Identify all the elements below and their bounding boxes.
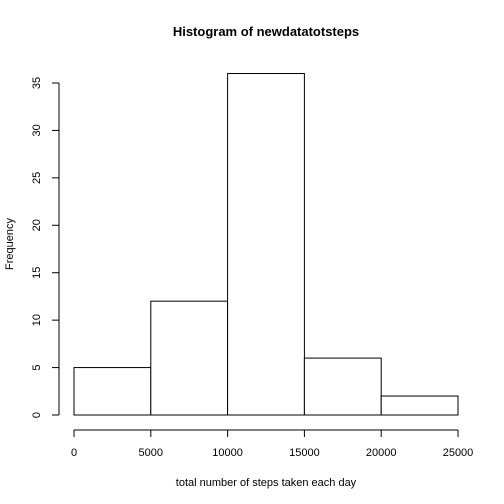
y-tick-label-4: 20	[31, 219, 43, 231]
x-axis-label: total number of steps taken each day	[176, 477, 357, 489]
x-tick-label-1: 5000	[139, 447, 163, 459]
y-axis-label: Frequency	[4, 218, 16, 270]
x-tick-label-3: 15000	[289, 447, 320, 459]
x-tick-label-2: 10000	[212, 447, 243, 459]
chart-title: Histogram of newdatatotsteps	[173, 24, 359, 39]
y-tick-label-0: 0	[31, 412, 43, 418]
histogram-bar-2	[227, 73, 305, 416]
histogram-bar-1	[150, 300, 229, 416]
histogram-bar-3	[303, 357, 382, 416]
y-tick-label-6: 30	[31, 124, 43, 136]
y-tick-label-1: 5	[31, 365, 43, 371]
x-axis: 0 5000 10000 15000 20000 25000	[71, 429, 474, 459]
y-tick-label-2: 10	[31, 314, 43, 326]
y-tick-label-7: 35	[31, 77, 43, 89]
y-tick-label-5: 25	[31, 172, 43, 184]
x-tick-label-5: 25000	[443, 447, 474, 459]
histogram-bar-4	[380, 395, 459, 416]
x-tick-label-4: 20000	[366, 447, 397, 459]
y-axis: 0 5 10 15 20 25 30 35	[31, 77, 60, 418]
bars-group	[73, 73, 459, 416]
histogram-bar-0	[73, 367, 152, 416]
y-tick-label-3: 15	[31, 267, 43, 279]
x-tick-label-0: 0	[71, 447, 77, 459]
